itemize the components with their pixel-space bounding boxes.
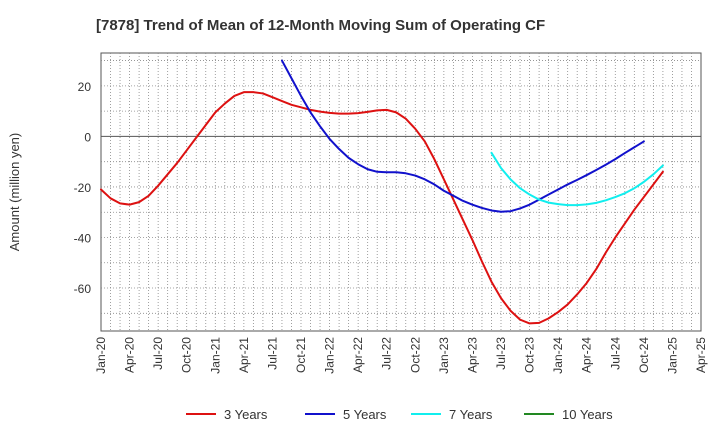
x-tick-label: Apr-20 bbox=[123, 337, 137, 373]
x-tick-label: Jul-21 bbox=[265, 337, 279, 370]
x-tick-label: Apr-25 bbox=[694, 337, 708, 373]
x-tick-label: Oct-24 bbox=[637, 337, 651, 373]
y-axis-label: Amount (million yen) bbox=[7, 133, 22, 252]
x-tick-label: Apr-21 bbox=[237, 337, 251, 373]
x-tick-label: Oct-22 bbox=[408, 337, 422, 373]
legend-label: 3 Years bbox=[224, 407, 268, 422]
chart-title: [7878] Trend of Mean of 12-Month Moving … bbox=[96, 17, 545, 34]
grid-lines bbox=[101, 53, 701, 331]
legend-label: 7 Years bbox=[449, 407, 493, 422]
y-tick-label: 0 bbox=[84, 130, 91, 144]
y-tick-label: -40 bbox=[74, 231, 92, 245]
x-tick-label: Apr-22 bbox=[351, 337, 365, 373]
y-tick-label: 20 bbox=[78, 80, 92, 94]
y-tick-label: -20 bbox=[74, 181, 92, 195]
series-line-3-years bbox=[100, 91, 664, 325]
series-line-7-years bbox=[490, 151, 664, 207]
series-line-5-years bbox=[280, 59, 645, 213]
y-tick-label: -60 bbox=[74, 282, 92, 296]
x-tick-label: Jan-22 bbox=[323, 337, 337, 374]
x-tick-label: Jan-24 bbox=[551, 337, 565, 374]
x-tick-label: Apr-23 bbox=[465, 337, 479, 373]
x-tick-label: Oct-20 bbox=[180, 337, 194, 373]
y-axis-ticks: 20 0 -20 -40 -60 bbox=[74, 80, 92, 296]
x-tick-label: Jan-20 bbox=[94, 337, 108, 374]
x-tick-label: Jul-22 bbox=[380, 337, 394, 370]
x-tick-label: Oct-21 bbox=[294, 337, 308, 373]
x-tick-label: Jan-21 bbox=[208, 337, 222, 374]
x-tick-label: Apr-24 bbox=[580, 337, 594, 373]
x-axis-ticks: Jan-20 Apr-20 Jul-20 Oct-20 Jan-21 Apr-21 Jul-… bbox=[94, 337, 708, 374]
x-tick-label: Oct-23 bbox=[523, 337, 537, 373]
x-tick-label: Jul-24 bbox=[608, 337, 622, 370]
x-tick-label: Jul-23 bbox=[494, 337, 508, 370]
x-tick-label: Jul-20 bbox=[151, 337, 165, 370]
plot-area bbox=[100, 52, 702, 332]
legend: 3 Years 5 Years 7 Years 10 Years bbox=[186, 407, 613, 422]
x-tick-label: Jan-23 bbox=[437, 337, 451, 374]
series-lines bbox=[100, 59, 664, 325]
legend-label: 10 Years bbox=[562, 407, 613, 422]
x-tick-label: Jan-25 bbox=[665, 337, 679, 374]
legend-label: 5 Years bbox=[343, 407, 387, 422]
